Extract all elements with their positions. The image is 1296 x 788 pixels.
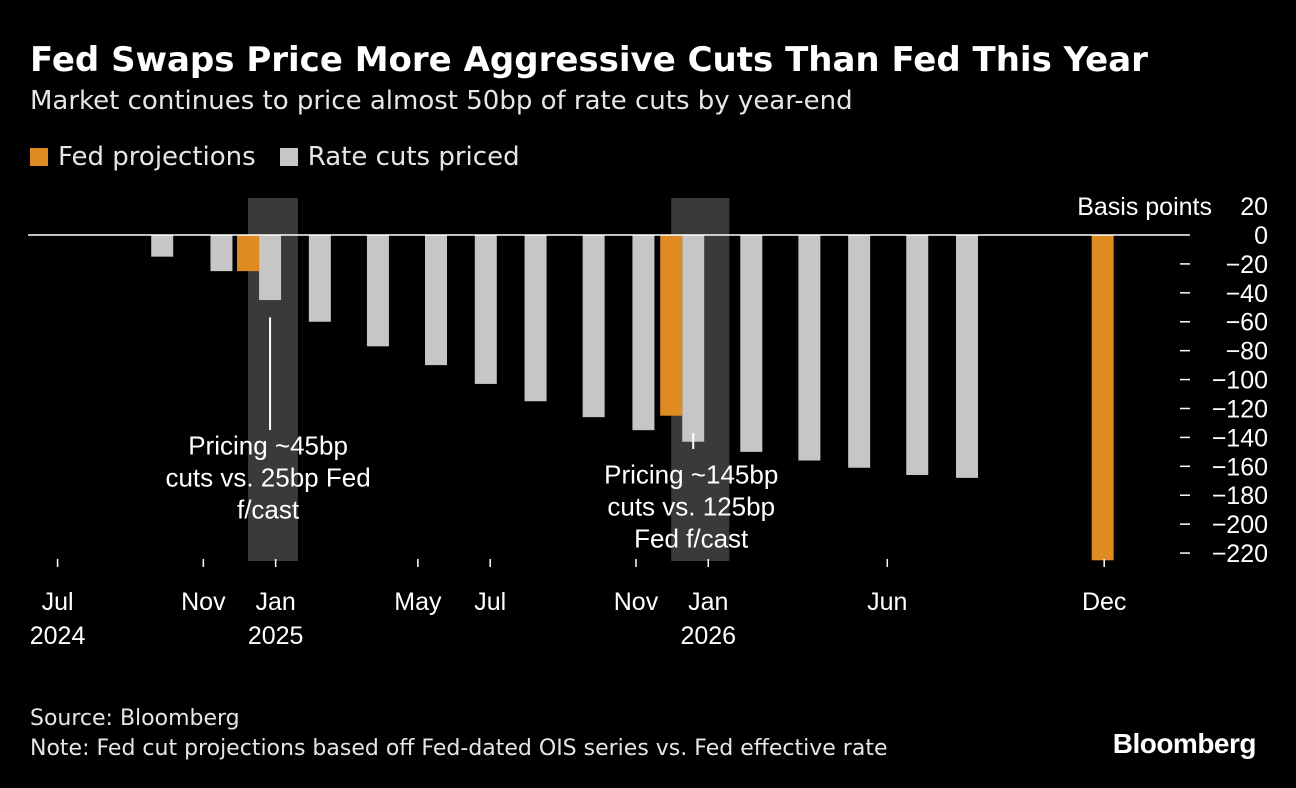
bar-rate-cuts-priced-9 [474, 235, 497, 384]
x-tick-year-7: 2026 [680, 622, 736, 650]
y-tick-label-10: −160 [1212, 453, 1268, 481]
x-tick-label-1: Jul [42, 588, 74, 616]
y-tick-label-4: −40 [1226, 280, 1268, 308]
bar-rate-cuts-priced-10 [524, 235, 547, 402]
chart-plot: 200−20−40−60−80−100−120−140−160−180−200−… [28, 193, 1268, 650]
bar-rate-cuts-priced-6 [308, 235, 331, 322]
y-tick-label-13: −220 [1212, 540, 1268, 568]
bar-rate-cuts-priced-5 [259, 235, 282, 301]
bar-rate-cuts-priced-17 [906, 235, 929, 475]
source-note: Source: Bloomberg [30, 706, 240, 731]
x-tick-label-6: Nov [614, 588, 659, 616]
bar-rate-cuts-priced-14 [740, 235, 763, 452]
x-tick-label-5: Jul [474, 588, 506, 616]
bar-rate-cuts-priced-16 [848, 235, 871, 468]
x-tick-year-1: 2024 [30, 622, 86, 650]
y-tick-label-7: −100 [1212, 367, 1268, 395]
y-tick-label-6: −80 [1226, 338, 1268, 366]
bar-rate-cuts-priced-3 [151, 235, 174, 257]
legend-label-fed-projections: Fed projections [58, 142, 256, 172]
annotation-2-line-3: Fed f/cast [634, 524, 749, 554]
y-tick-label-8: −120 [1212, 395, 1268, 423]
chart-title: Fed Swaps Price More Aggressive Cuts Tha… [30, 40, 1148, 80]
y-tick-label-3: −20 [1226, 251, 1268, 279]
y-tick-label-1: 20 [1240, 193, 1268, 221]
y-axis-label: Basis points [1077, 193, 1212, 221]
bar-fed-projections-3 [1091, 235, 1114, 561]
legend-label-rate-cuts-priced: Rate cuts priced [307, 142, 520, 172]
legend-item-fed-projections: Fed projections [30, 142, 256, 172]
bar-fed-projections-2 [660, 235, 683, 416]
annotation-2-line-2: cuts vs. 125bp [607, 492, 775, 522]
bar-fed-projections-1 [237, 235, 260, 272]
x-tick-label-2: Nov [181, 588, 226, 616]
x-tick-label-3: Jan [255, 588, 295, 616]
chart-subtitle: Market continues to price almost 50bp of… [30, 86, 853, 116]
y-tick-label-9: −140 [1212, 424, 1268, 452]
legend-swatch-fed-projections [30, 148, 48, 166]
y-tick-label-5: −60 [1226, 309, 1268, 337]
bar-rate-cuts-priced-18 [956, 235, 979, 478]
bar-rate-cuts-priced-11 [582, 235, 605, 418]
legend: Fed projections Rate cuts priced [30, 142, 544, 172]
x-tick-label-8: Jun [867, 588, 907, 616]
bar-rate-cuts-priced-15 [798, 235, 821, 461]
x-tick-label-9: Dec [1082, 588, 1126, 616]
bar-rate-cuts-priced-12 [632, 235, 655, 431]
bar-rate-cuts-priced-13 [682, 235, 705, 442]
legend-swatch-rate-cuts-priced [279, 148, 298, 166]
footnote: Note: Fed cut projections based off Fed-… [30, 736, 888, 761]
legend-item-rate-cuts-priced: Rate cuts priced [279, 142, 520, 172]
y-tick-label-2: 0 [1254, 222, 1268, 250]
x-tick-label-4: May [394, 588, 442, 616]
bar-rate-cuts-priced-4 [210, 235, 233, 272]
annotation-1-line-2: cuts vs. 25bp Fed [165, 463, 370, 493]
bar-rate-cuts-priced-8 [425, 235, 448, 366]
x-tick-label-7: Jan [688, 588, 728, 616]
y-tick-label-12: −200 [1212, 511, 1268, 539]
annotation-1-line-1: Pricing ~45bp [188, 431, 348, 461]
annotation-1-line-3: f/cast [237, 495, 300, 525]
annotation-2-line-1: Pricing ~145bp [604, 460, 778, 490]
bar-rate-cuts-priced-7 [366, 235, 389, 347]
bloomberg-logo: Bloomberg [1112, 728, 1257, 759]
y-tick-label-11: −180 [1212, 482, 1268, 510]
x-tick-year-3: 2025 [248, 622, 304, 650]
